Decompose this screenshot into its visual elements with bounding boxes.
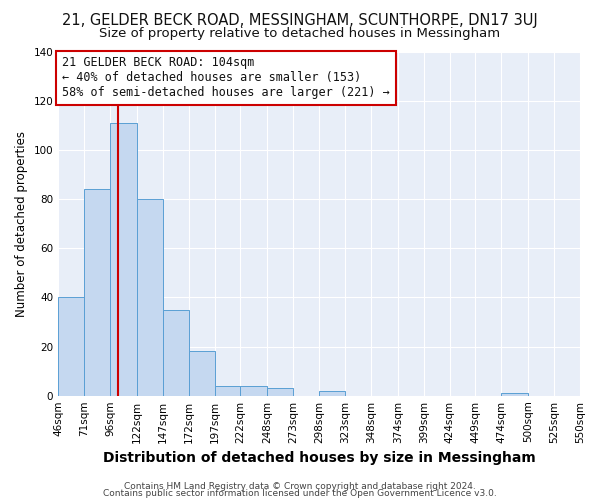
Text: 21, GELDER BECK ROAD, MESSINGHAM, SCUNTHORPE, DN17 3UJ: 21, GELDER BECK ROAD, MESSINGHAM, SCUNTH… xyxy=(62,12,538,28)
Bar xyxy=(502,393,528,396)
Bar xyxy=(188,352,215,396)
Bar xyxy=(84,189,110,396)
Bar xyxy=(58,298,84,396)
Y-axis label: Number of detached properties: Number of detached properties xyxy=(15,130,28,316)
Bar xyxy=(241,386,268,396)
Text: Size of property relative to detached houses in Messingham: Size of property relative to detached ho… xyxy=(100,28,500,40)
Bar xyxy=(163,310,188,396)
X-axis label: Distribution of detached houses by size in Messingham: Distribution of detached houses by size … xyxy=(103,451,535,465)
Bar xyxy=(137,199,163,396)
Bar xyxy=(110,123,137,396)
Bar xyxy=(215,386,241,396)
Text: 21 GELDER BECK ROAD: 104sqm
← 40% of detached houses are smaller (153)
58% of se: 21 GELDER BECK ROAD: 104sqm ← 40% of det… xyxy=(62,56,390,100)
Text: Contains public sector information licensed under the Open Government Licence v3: Contains public sector information licen… xyxy=(103,490,497,498)
Text: Contains HM Land Registry data © Crown copyright and database right 2024.: Contains HM Land Registry data © Crown c… xyxy=(124,482,476,491)
Bar xyxy=(268,388,293,396)
Bar xyxy=(319,391,345,396)
